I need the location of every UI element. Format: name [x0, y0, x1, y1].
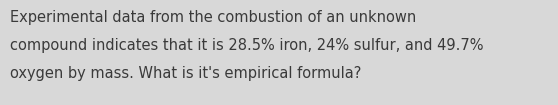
- Text: compound indicates that it is 28.5% iron, 24% sulfur, and 49.7%: compound indicates that it is 28.5% iron…: [10, 38, 484, 53]
- Text: oxygen by mass. What is it's empirical formula?: oxygen by mass. What is it's empirical f…: [10, 66, 362, 81]
- Text: Experimental data from the combustion of an unknown: Experimental data from the combustion of…: [10, 10, 416, 25]
